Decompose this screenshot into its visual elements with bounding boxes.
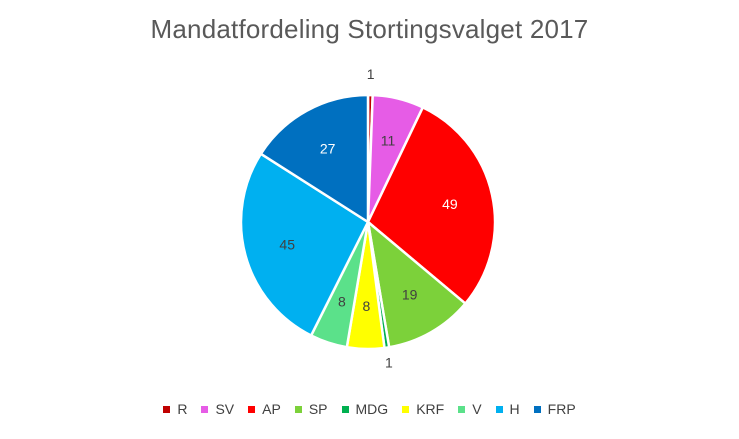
pie-slice-ap [366,106,497,305]
legend-label-h: H [509,401,520,417]
legend-item-sv: SV [201,401,234,417]
legend-swatch-krf [402,405,410,413]
legend-item-h: H [495,401,520,417]
data-label-r: 1 [367,66,375,82]
legend-label-r: R [177,401,188,417]
chart-legend: R SV AP SP MDG KRF V H FRP [0,401,739,417]
legend-item-krf: KRF [402,401,444,417]
data-label-ap: 49 [442,196,458,212]
legend-label-krf: KRF [416,401,445,417]
data-label-sv: 11 [381,133,396,149]
legend-swatch-ap [248,405,256,413]
pie-slice-h [239,152,370,337]
legend-item-v: V [458,401,482,417]
legend-label-v: V [472,401,482,417]
legend-label-mdg: MDG [355,401,389,417]
legend-swatch-r [163,405,171,413]
legend-item-r: R [163,401,187,417]
pie-slice-frp [259,93,370,224]
legend-item-frp: FRP [533,401,576,417]
legend-swatch-sp [294,405,302,413]
legend-label-ap: AP [262,401,281,417]
legend-label-frp: FRP [547,401,576,417]
data-label-frp: 27 [320,141,336,157]
chart-title: Mandatfordeling Stortingsvalget 2017 [150,14,589,44]
legend-swatch-v [458,405,466,413]
legend-item-ap: AP [248,401,281,417]
data-label-sp: 19 [402,287,418,303]
legend-item-sp: SP [294,401,328,417]
data-label-krf: 8 [363,298,371,314]
pie-slice-sp [366,220,467,349]
data-label-mdg: 1 [385,354,393,370]
legend-swatch-mdg [341,405,349,413]
legend-swatch-sv [201,405,209,413]
legend-swatch-h [495,405,503,413]
legend-label-sv: SV [215,401,235,417]
legend-swatch-frp [533,405,541,413]
legend-label-sp: SP [308,401,328,417]
data-label-v: 8 [338,294,346,310]
data-label-h: 45 [279,236,295,252]
legend-item-mdg: MDG [341,401,389,417]
